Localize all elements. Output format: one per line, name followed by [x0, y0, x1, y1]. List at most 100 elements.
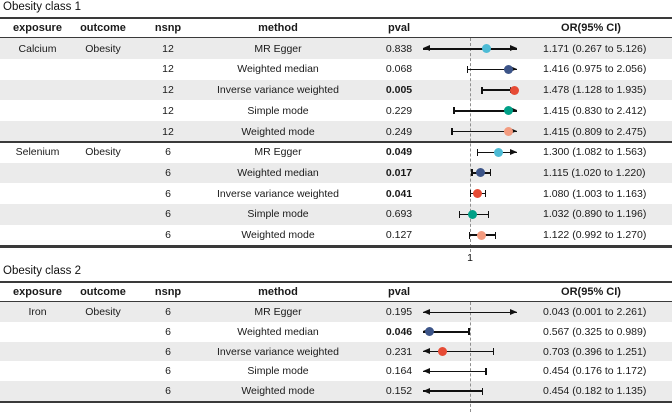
outcome-cell: Obesity: [85, 146, 121, 159]
method-cell: Weighted mode: [241, 125, 315, 138]
ci-tick-right: [484, 190, 486, 198]
method-cell: Simple mode: [247, 208, 309, 221]
nsnp-cell: 6: [165, 166, 171, 179]
outcome-cell: Obesity: [85, 306, 121, 319]
column-header-method: method: [258, 22, 298, 34]
ci-line: [454, 110, 517, 112]
pval-cell: 0.005: [385, 84, 413, 97]
nsnp-cell: 6: [165, 187, 171, 200]
ci-line: [481, 89, 517, 91]
pval-cell: 0.068: [385, 63, 413, 76]
ci-arrow-right: [510, 148, 517, 155]
or-ci-cell: 0.043 (0.001 to 2.261): [543, 306, 647, 319]
ci-tick-left: [481, 86, 483, 94]
or-ci-cell: 1.080 (1.003 to 1.163): [543, 187, 647, 200]
or-point-marker: [504, 106, 514, 116]
pval-cell: 0.231: [385, 345, 413, 358]
or-point-marker: [476, 168, 486, 178]
or-ci-cell: 0.454 (0.182 to 1.135): [543, 385, 647, 398]
nsnp-cell: 12: [162, 125, 174, 138]
ci-arrow-right: [510, 308, 517, 315]
pval-cell: 0.127: [385, 229, 413, 242]
ci-tick-right: [487, 210, 490, 218]
method-cell: MR Egger: [254, 42, 302, 55]
or-ci-cell: 1.415 (0.830 to 2.412): [543, 104, 647, 117]
table-row-background: [0, 341, 672, 362]
nsnp-cell: 6: [165, 306, 171, 319]
or-ci-cell: 0.567 (0.325 to 0.989): [543, 325, 647, 338]
ci-tick-left: [471, 169, 473, 177]
column-header-or-ci: OR(95% CI): [561, 22, 621, 34]
or-ci-cell: 1.032 (0.890 to 1.196): [543, 208, 647, 221]
method-cell: Weighted median: [237, 166, 319, 179]
table-top-border: [0, 281, 672, 284]
header-underline: [0, 37, 672, 39]
table-row-background: [0, 162, 672, 184]
ci-tick-right: [494, 231, 497, 239]
or-ci-cell: 1.171 (0.267 to 5.126): [543, 42, 647, 55]
reference-line: [469, 302, 471, 412]
pval-cell: 0.693: [385, 208, 413, 221]
or-point-marker: [437, 347, 447, 357]
ci-line: [452, 130, 517, 133]
pval-cell: 0.249: [385, 125, 413, 138]
method-cell: Inverse variance weighted: [217, 345, 339, 358]
ci-arrow-left: [423, 367, 430, 374]
or-ci-cell: 1.122 (0.992 to 1.270): [543, 229, 647, 242]
nsnp-cell: 6: [165, 208, 171, 221]
or-point-marker: [481, 44, 491, 54]
or-ci-cell: 1.300 (1.082 to 1.563): [543, 146, 647, 159]
pval-cell: 0.229: [385, 104, 413, 117]
method-cell: Weighted median: [237, 63, 319, 76]
method-cell: Weighted median: [237, 325, 319, 338]
nsnp-cell: 12: [162, 63, 174, 76]
panel-1-title: Obesity class 1: [3, 1, 81, 13]
pval-cell: 0.152: [385, 385, 413, 398]
exposure-cell: Selenium: [15, 146, 60, 159]
method-cell: MR Egger: [254, 146, 302, 159]
pval-cell: 0.041: [385, 187, 413, 200]
column-header-pval: pval: [387, 286, 410, 298]
table-row-background: [0, 381, 672, 401]
or-point-marker: [476, 230, 486, 240]
table-row-background: [0, 204, 672, 225]
column-header-or-ci: OR(95% CI): [561, 286, 621, 298]
ci-line: [423, 370, 487, 373]
pval-cell: 0.017: [385, 166, 413, 179]
nsnp-cell: 12: [162, 42, 174, 55]
or-ci-cell: 1.416 (0.975 to 2.056): [543, 63, 647, 76]
table-row-background: [0, 302, 672, 323]
nsnp-cell: 12: [162, 84, 174, 97]
ci-line: [423, 350, 494, 353]
ci-arrow-right: [510, 128, 517, 135]
ci-tick-right: [492, 348, 495, 356]
ci-tick-right: [489, 169, 492, 177]
ci-line: [467, 68, 517, 71]
column-header-nsnp: nsnp: [154, 22, 182, 34]
or-ci-cell: 0.454 (0.176 to 1.172): [543, 365, 647, 378]
header-underline: [0, 301, 672, 303]
exposure-cell: Calcium: [18, 42, 57, 55]
or-point-marker: [493, 147, 503, 157]
or-point-marker: [424, 327, 434, 337]
table-row-background: [0, 121, 672, 142]
column-header-nsnp: nsnp: [154, 286, 182, 298]
ci-tick-left: [466, 65, 469, 73]
table-row-background: [0, 79, 672, 101]
method-cell: Inverse variance weighted: [217, 187, 339, 200]
method-cell: Simple mode: [247, 365, 309, 378]
or-point-marker: [504, 64, 514, 74]
ci-tick-left: [453, 107, 455, 115]
panel-2-title: Obesity class 2: [3, 265, 81, 277]
method-cell: MR Egger: [254, 306, 302, 319]
pval-cell: 0.195: [385, 306, 413, 319]
or-ci-cell: 0.703 (0.396 to 1.251): [543, 345, 647, 358]
method-cell: Weighted mode: [241, 385, 315, 398]
table-row-background: [0, 38, 672, 60]
column-header-outcome: outcome: [80, 286, 126, 298]
method-cell: Simple mode: [247, 104, 309, 117]
reference-line: [469, 38, 471, 253]
ci-tick-left: [469, 190, 472, 198]
